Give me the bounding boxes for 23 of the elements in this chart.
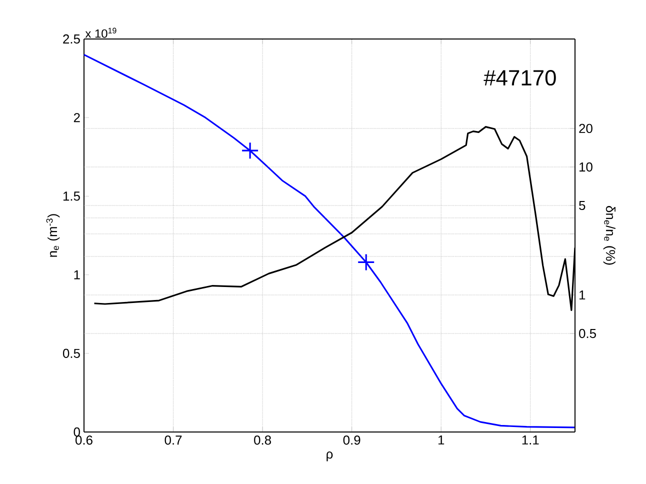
text: x 10$^{19}$: [85, 28, 116, 38]
line-series: [83, 54, 576, 428]
y2-tick-label: 5: [579, 200, 586, 210]
x-tick-label: 1: [438, 436, 444, 444]
y-tick-label: 0.5: [62, 348, 80, 358]
y2-tick-label: 1: [580, 290, 586, 300]
y-tick-label: 0: [74, 427, 80, 437]
y2-tick-label: 10: [580, 162, 592, 172]
y-tick-label: 2: [74, 113, 80, 122]
y2-axis-title: δn$_{e}$/n$_{e}$ (%): [603, 206, 616, 265]
y-tick-label: 1.5: [63, 192, 80, 201]
x-tick-label: 0.7: [164, 436, 182, 445]
x-tick-label: 1.1: [522, 436, 539, 444]
y2-tick-label: 0.5: [579, 328, 596, 338]
x-tick-label: 0.9: [343, 436, 360, 445]
y-axis-title: n$_{e}$ (m$^{-3}$): [46, 214, 60, 257]
x-axis-title: ρ: [326, 452, 333, 462]
y2-tick-label: 20: [579, 124, 592, 134]
y-tick-label: 2.5: [63, 34, 80, 44]
x-tick-label: 0.8: [254, 436, 271, 445]
x-tick-label: 0.6: [76, 436, 92, 445]
y-tick-label: 1: [74, 270, 80, 280]
annotation: #47170: [484, 70, 556, 86]
